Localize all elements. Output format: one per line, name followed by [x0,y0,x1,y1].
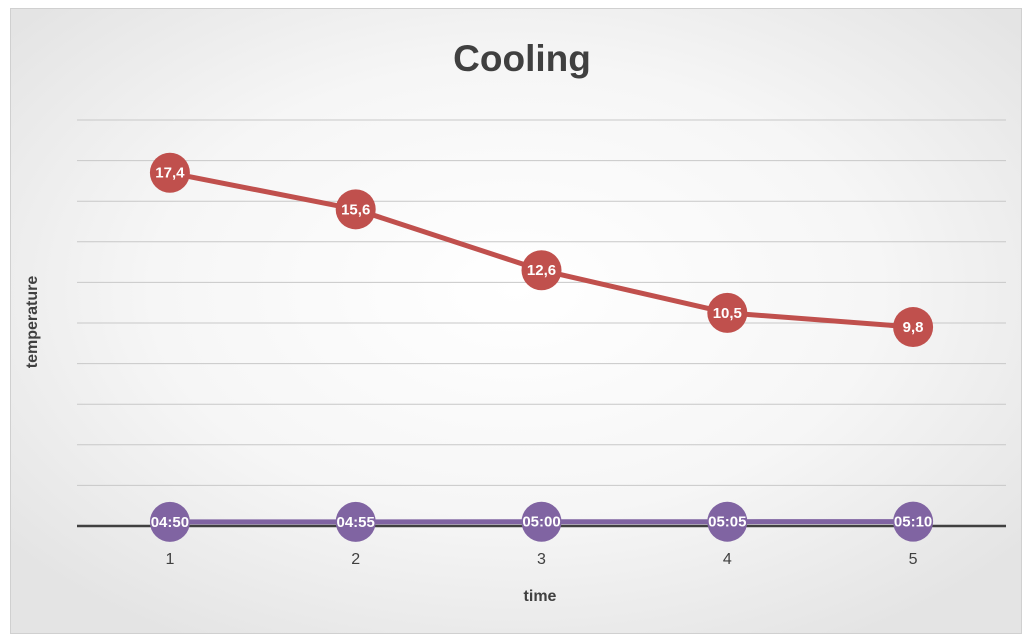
x-tick-label: 1 [165,551,174,568]
x-tick-label: 2 [351,551,360,568]
marker [335,501,376,542]
marker [521,501,562,542]
x-tick-label: 5 [909,551,918,568]
chart-title: Cooling [453,38,591,79]
marker [893,307,934,348]
marker [707,501,748,542]
marker [521,250,562,291]
marker [707,292,748,333]
data-label: 10,5 [713,305,742,322]
data-label: 17,4 [155,165,185,182]
x-tick-label: 3 [537,551,546,568]
x-tick-label: 4 [723,551,732,568]
marker [335,189,376,230]
y-axis-title: temperature [24,276,41,369]
x-axis-title: time [524,588,557,605]
marker [893,501,934,542]
data-label: 04:50 [151,514,189,531]
data-label: 05:05 [708,514,746,531]
data-label: 15,6 [341,201,370,218]
data-label: 05:00 [522,514,560,531]
data-label: 04:55 [337,514,375,531]
marker [149,501,190,542]
data-label: 12,6 [527,262,556,279]
data-label: 05:10 [894,514,932,531]
data-label: 9,8 [903,319,924,336]
marker [149,152,190,193]
